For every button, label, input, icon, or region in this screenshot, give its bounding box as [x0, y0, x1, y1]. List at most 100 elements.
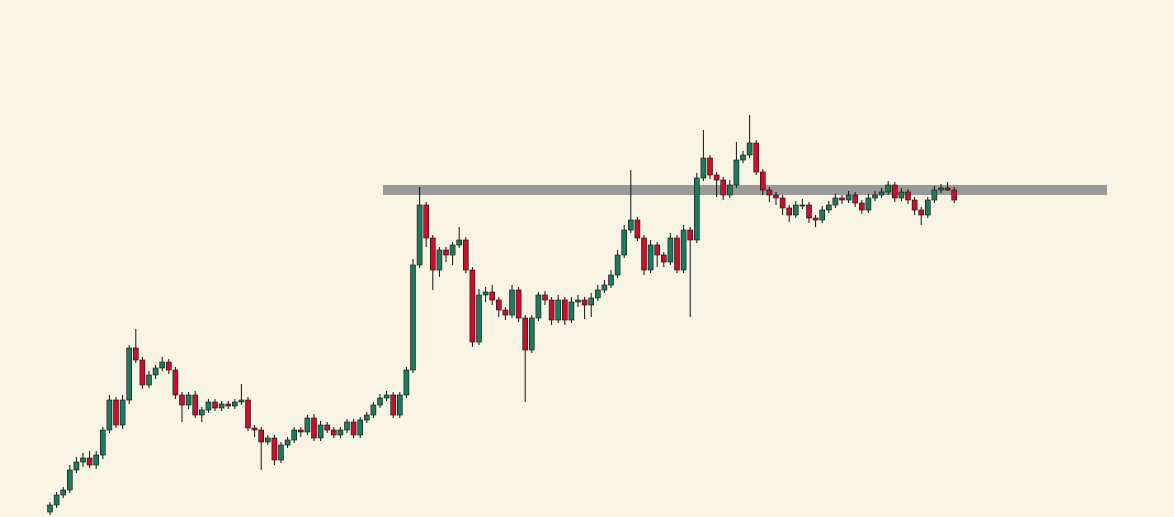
candle-body — [245, 399, 251, 429]
candle-body — [608, 274, 614, 286]
candle-body — [383, 394, 390, 399]
candle-body — [575, 299, 581, 303]
level-band — [383, 185, 1107, 195]
candle-body — [674, 237, 680, 271]
candle-body — [766, 189, 773, 196]
candle-body — [337, 429, 344, 436]
candle-body — [911, 199, 918, 211]
candle-body — [852, 194, 859, 204]
candle-body — [687, 229, 694, 241]
candle-body — [264, 437, 271, 443]
candle-body — [67, 469, 73, 491]
candle-body — [212, 401, 218, 409]
candle-body — [330, 429, 337, 436]
candle-body — [390, 394, 397, 416]
candle-body — [832, 197, 839, 206]
candle-body — [60, 489, 67, 496]
candle-body — [377, 397, 383, 406]
candle-body — [944, 187, 951, 191]
candle-body — [199, 409, 205, 416]
candle-body — [502, 309, 509, 316]
candle-body — [416, 204, 423, 266]
candle-body — [443, 249, 449, 256]
candle-body — [825, 204, 832, 211]
candle-body — [693, 177, 700, 241]
candle-body — [667, 237, 674, 263]
candle-body — [462, 239, 469, 271]
candle-body — [746, 142, 753, 156]
candle-body — [680, 229, 687, 271]
candle-body — [429, 237, 436, 271]
candle-body — [627, 219, 634, 231]
candle-body — [720, 179, 727, 196]
candle-body — [594, 289, 601, 299]
candle-body — [304, 417, 311, 433]
candle-body — [86, 457, 93, 466]
candle-body — [931, 189, 938, 201]
candle-body — [297, 429, 304, 433]
candle-body — [740, 154, 746, 161]
candle-body — [601, 284, 608, 291]
candle-body — [858, 202, 865, 211]
candle-body — [363, 414, 370, 421]
candle-body — [278, 444, 284, 461]
candle-body — [726, 184, 733, 196]
candle-body — [845, 194, 852, 201]
candle-body — [47, 504, 53, 513]
candle-body — [528, 317, 535, 351]
candle-body — [792, 204, 799, 216]
candle-body — [73, 461, 80, 471]
candle-body — [139, 359, 146, 386]
candle-body — [476, 294, 482, 343]
candle-body — [482, 291, 489, 296]
candle-body — [192, 394, 198, 416]
candle-body — [561, 299, 568, 321]
candle-body — [918, 209, 925, 216]
candle-body — [621, 229, 628, 256]
candle-body — [535, 294, 542, 319]
candle-body — [515, 289, 522, 319]
candle-body — [759, 171, 766, 191]
candle-body — [542, 294, 548, 301]
candle-body — [350, 421, 357, 436]
candle-body — [370, 404, 377, 416]
candle-body — [865, 197, 872, 211]
candle-body — [258, 429, 265, 443]
candle-body — [647, 244, 654, 271]
candle-body — [924, 199, 931, 216]
candle-body — [251, 427, 258, 431]
candle-body — [218, 403, 225, 409]
candle-body — [872, 194, 878, 199]
candle-body — [819, 209, 826, 221]
candle-body — [344, 421, 350, 431]
candle-body — [166, 361, 172, 371]
candle-body — [185, 394, 192, 406]
candle-body — [80, 457, 86, 463]
candle-body — [489, 291, 496, 301]
candle-body — [654, 244, 661, 256]
candle-body — [905, 191, 911, 201]
candle-body — [317, 424, 324, 439]
candle-body — [891, 184, 898, 199]
candle-body — [951, 189, 958, 201]
candle-body — [106, 399, 113, 431]
candle-body — [568, 301, 575, 321]
candle-body — [898, 191, 905, 199]
candle-body — [172, 369, 179, 396]
candle-body — [403, 369, 410, 396]
candle-body — [396, 394, 403, 416]
candle-body — [324, 424, 331, 431]
candle-body — [878, 191, 885, 196]
candle-body — [799, 204, 806, 207]
candle-body — [119, 399, 126, 426]
candle-body — [548, 299, 555, 321]
candle-body — [113, 399, 119, 426]
candle-body — [839, 197, 845, 201]
candle-body — [495, 299, 502, 311]
candle-body — [225, 403, 231, 407]
candle-body — [885, 184, 892, 193]
candle-body — [53, 494, 60, 506]
candle-body — [707, 157, 713, 176]
candle-body — [581, 299, 588, 306]
